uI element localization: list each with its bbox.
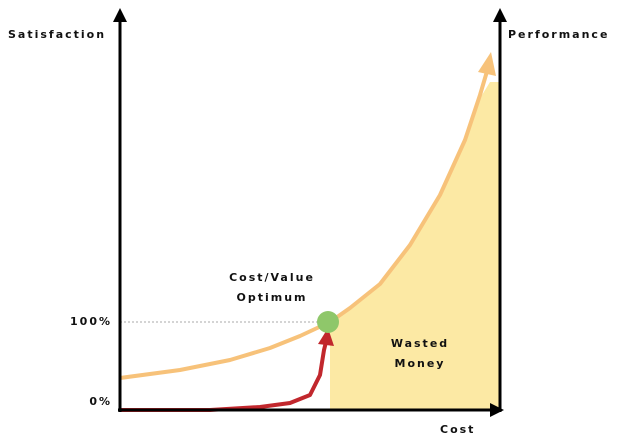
bottom-axis-arrow bbox=[490, 403, 504, 417]
wasted-area bbox=[330, 82, 500, 410]
performance-curve bbox=[120, 341, 328, 412]
optimum-point bbox=[317, 311, 339, 333]
performance-arrowhead bbox=[318, 328, 334, 346]
optimum-label: Cost/Value bbox=[229, 271, 315, 284]
waste-label: Wasted bbox=[391, 337, 449, 350]
low-level-label: 0% bbox=[89, 395, 112, 408]
right-axis-arrow bbox=[493, 8, 507, 22]
right-axis-label: Performance bbox=[508, 28, 609, 41]
left-axis-label: Satisfaction bbox=[8, 28, 106, 41]
satisfaction-curve bbox=[119, 67, 490, 380]
bottom-axis-label: Cost bbox=[440, 423, 475, 436]
left-axis-arrow bbox=[113, 8, 127, 22]
high-level-label: 100% bbox=[70, 315, 112, 328]
optimum-label: Optimum bbox=[236, 291, 307, 304]
satisfaction-arrowhead bbox=[478, 52, 496, 76]
waste-label: Money bbox=[395, 357, 446, 370]
